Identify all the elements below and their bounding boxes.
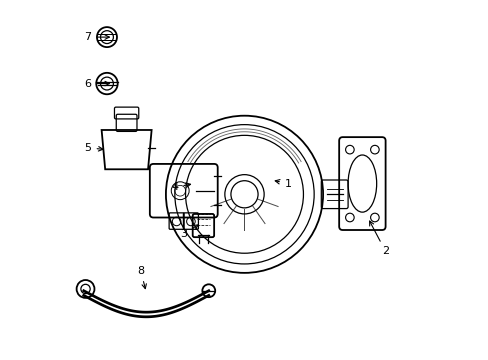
Text: 4: 4: [171, 182, 190, 192]
Text: 2: 2: [369, 221, 388, 256]
Text: 1: 1: [275, 179, 291, 189]
Text: 6: 6: [84, 78, 109, 89]
Text: 3: 3: [180, 225, 198, 239]
Text: 7: 7: [84, 32, 109, 42]
Text: 8: 8: [137, 266, 146, 289]
Text: 5: 5: [84, 143, 103, 153]
